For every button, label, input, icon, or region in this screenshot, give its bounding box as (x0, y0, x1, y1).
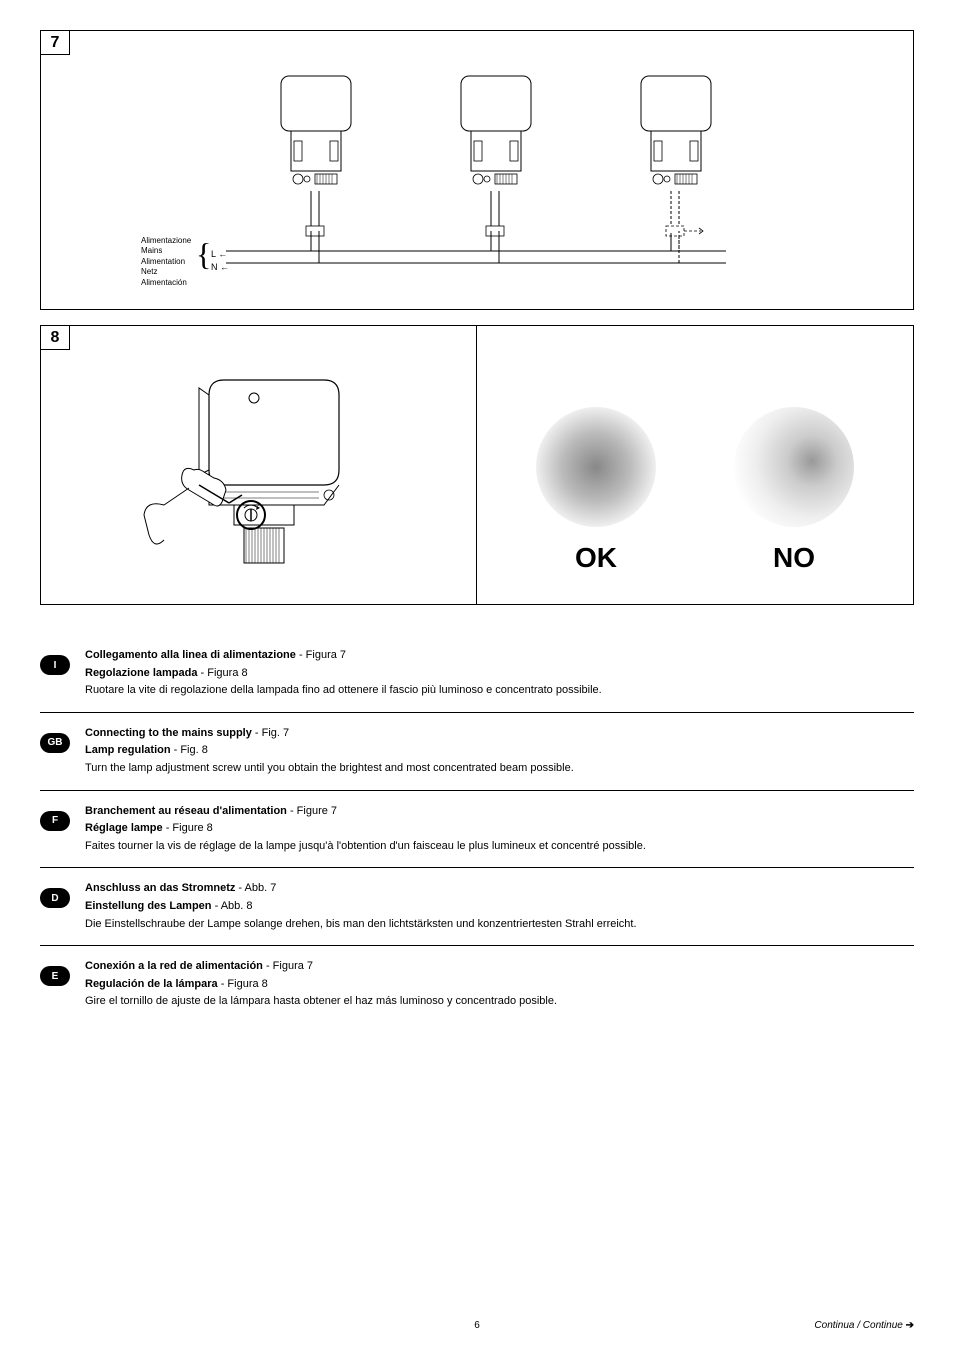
power-supply-labels: Alimentazione Mains Alimentation Netz Al… (141, 236, 191, 288)
instructions-section: I Collegamento alla linea di alimentazio… (40, 635, 914, 1023)
figure-8-right: OK NO (477, 326, 913, 604)
lamp-adjustment-illustration (134, 340, 384, 590)
label-mains: Mains (141, 246, 191, 256)
fr-title-1: Branchement au réseau d'alimentation (85, 805, 287, 817)
es-title-2: Regulación de la lámpara (85, 978, 218, 990)
de-ref-2: - Abb. 8 (212, 900, 253, 912)
it-title-1: Collegamento alla linea di alimentazione (85, 649, 296, 661)
figure-8: 8 (40, 325, 914, 605)
gb-text: Turn the lamp adjustment screw until you… (85, 760, 574, 778)
lang-content-fr: Branchement au réseau d'alimentation - F… (85, 803, 646, 856)
de-ref-1: - Abb. 7 (235, 882, 276, 894)
lang-content-gb: Connecting to the mains supply - Fig. 7 … (85, 725, 574, 778)
gb-title-1: Connecting to the mains supply (85, 727, 252, 739)
es-text: Gire el tornillo de ajuste de la lámpara… (85, 993, 557, 1011)
lang-block-it: I Collegamento alla linea di alimentazio… (40, 635, 914, 713)
lang-badge-it: I (40, 655, 70, 675)
label-n: N (211, 262, 218, 272)
beam-no-label: NO (773, 542, 815, 574)
lang-block-fr: F Branchement au réseau d'alimentation -… (40, 791, 914, 869)
label-netz: Netz (141, 267, 191, 277)
lang-badge-gb: GB (40, 733, 70, 753)
lang-block-de: D Anschluss an das Stromnetz - Abb. 7 Ei… (40, 868, 914, 946)
beam-ok-column: OK (536, 407, 656, 574)
lang-content-de: Anschluss an das Stromnetz - Abb. 7 Eins… (85, 880, 637, 933)
page-number: 6 (474, 1320, 480, 1331)
lang-content-it: Collegamento alla linea di alimentazione… (85, 647, 602, 700)
continue-label: Continua / Continue (814, 1320, 902, 1331)
figure-7: 7 Alimentazione Mains Alimentation Netz … (40, 30, 914, 310)
de-title-2: Einstellung des Lampen (85, 900, 212, 912)
beam-no-column: NO (734, 407, 854, 574)
lang-block-gb: GB Connecting to the mains supply - Fig.… (40, 713, 914, 791)
label-alimentazione: Alimentazione (141, 236, 191, 246)
figure-8-number: 8 (40, 325, 70, 350)
it-ref-1: - Figura 7 (296, 649, 346, 661)
fr-text: Faites tourner la vis de réglage de la l… (85, 838, 646, 856)
gb-ref-2: - Fig. 8 (171, 744, 208, 756)
fr-ref-1: - Figure 7 (287, 805, 337, 817)
fr-title-2: Réglage lampe (85, 822, 163, 834)
es-ref-2: - Figura 8 (218, 978, 268, 990)
it-ref-2: - Figura 8 (197, 667, 247, 679)
lang-badge-es: E (40, 966, 70, 986)
continue-text: Continua / Continue ➔ (814, 1320, 914, 1331)
beam-no-illustration (734, 407, 854, 527)
figure-8-left (41, 326, 477, 604)
wiring-diagram (226, 51, 746, 301)
beam-ok-illustration (536, 407, 656, 527)
es-ref-1: - Figura 7 (263, 960, 313, 972)
label-alimentation: Alimentation (141, 257, 191, 267)
gb-ref-1: - Fig. 7 (252, 727, 289, 739)
brace-icon: { (196, 236, 211, 273)
gb-title-2: Lamp regulation (85, 744, 171, 756)
de-title-1: Anschluss an das Stromnetz (85, 882, 235, 894)
label-l: L (211, 249, 216, 259)
fr-ref-2: - Figure 8 (163, 822, 213, 834)
es-title-1: Conexión a la red de alimentación (85, 960, 263, 972)
figure-7-content: Alimentazione Mains Alimentation Netz Al… (61, 51, 893, 289)
lang-content-es: Conexión a la red de alimentación - Figu… (85, 958, 557, 1011)
label-alimentacion: Alimentación (141, 278, 191, 288)
lang-badge-fr: F (40, 811, 70, 831)
it-title-2: Regolazione lampada (85, 667, 197, 679)
lang-block-es: E Conexión a la red de alimentación - Fi… (40, 946, 914, 1023)
beam-ok-label: OK (575, 542, 617, 574)
lang-badge-de: D (40, 888, 70, 908)
it-text: Ruotare la vite di regolazione della lam… (85, 682, 602, 700)
arrow-right-icon: ➔ (906, 1320, 914, 1331)
hand-icon (144, 468, 242, 544)
de-text: Die Einstellschraube der Lampe solange d… (85, 916, 637, 934)
